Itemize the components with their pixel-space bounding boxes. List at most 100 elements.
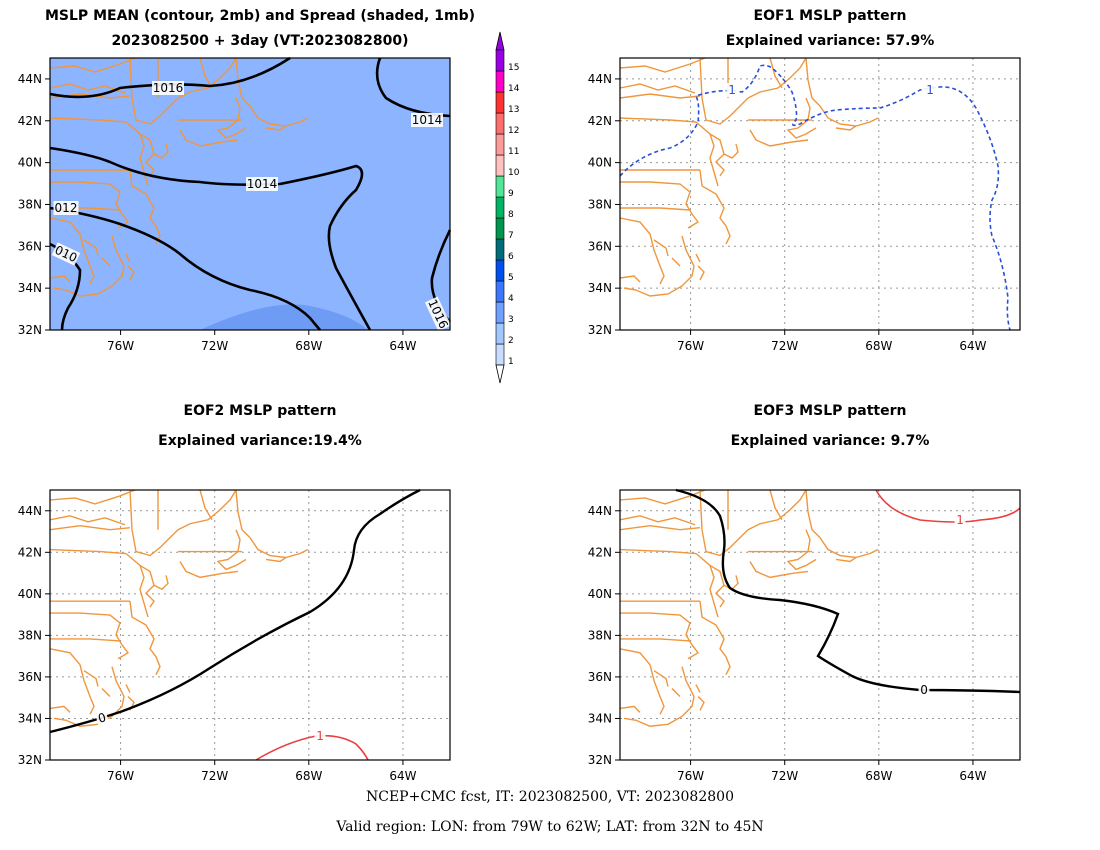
colorbar-segment <box>495 343 505 366</box>
coastline <box>177 489 237 531</box>
map-frame <box>49 57 451 331</box>
coastline <box>805 57 821 107</box>
lon-tick-label: 76W <box>677 339 704 353</box>
colorbar-top-arrow <box>495 31 505 51</box>
coastline <box>805 489 821 539</box>
spread-shading <box>50 58 450 330</box>
colorbar-label: 1 <box>508 357 514 367</box>
coastline <box>769 57 783 89</box>
coastline <box>699 57 749 125</box>
colorbar-label: 7 <box>508 231 514 241</box>
coastline <box>50 638 121 642</box>
contour-label-text: 1016 <box>153 81 184 95</box>
coastline <box>249 105 288 131</box>
contour-label-bg <box>424 296 452 332</box>
colorbar-segment <box>495 196 505 219</box>
contour-label-text: 1 <box>926 83 934 97</box>
contour-label-text: 1 <box>956 513 964 527</box>
coastline <box>619 93 701 99</box>
coastline <box>619 648 665 715</box>
contour-label-text: 1014 <box>412 113 443 127</box>
coastline <box>749 129 809 147</box>
coastline <box>653 239 669 257</box>
coastline <box>709 133 719 187</box>
panel2-title-line2: Explained variance: 57.9% <box>725 33 935 49</box>
coastline <box>819 537 858 563</box>
eof3-zero-contour <box>675 488 1021 694</box>
lat-tick-label: 42N <box>588 114 612 128</box>
lat-tick-label: 34N <box>588 711 612 725</box>
contour-label-bg <box>51 242 81 266</box>
colorbar-label: 14 <box>508 84 520 94</box>
contour-label-bg <box>954 513 966 527</box>
colorbar-label: 3 <box>508 315 514 325</box>
coastline <box>53 235 125 297</box>
lat-tick-label: 40N <box>588 587 612 601</box>
coastline <box>620 181 700 229</box>
coastline <box>235 57 251 107</box>
colorbar-segment <box>495 238 505 261</box>
colorbar-segment <box>495 175 505 198</box>
contour-label: 1 <box>314 729 326 743</box>
coastline <box>49 705 71 713</box>
coastline <box>619 217 665 285</box>
lat-tick-label: 44N <box>18 504 42 518</box>
contour-label-text: 012 <box>55 201 78 215</box>
lat-tick-label: 38N <box>18 628 42 642</box>
colorbar-label: 5 <box>508 273 514 283</box>
map-frame <box>619 489 1021 761</box>
mslp-contour <box>49 206 321 331</box>
coastline <box>49 275 71 283</box>
coastline <box>216 97 247 139</box>
coastline <box>153 143 169 159</box>
lat-tick-label: 42N <box>18 545 42 559</box>
lon-tick-label: 72W <box>771 769 798 783</box>
spread-high-region <box>200 304 368 330</box>
coastline <box>179 561 239 579</box>
contour-label-bg <box>152 81 184 95</box>
contour-label: 1 <box>924 83 936 97</box>
coastline <box>129 489 179 557</box>
contour-label-bg <box>94 709 110 727</box>
coastline <box>249 537 288 563</box>
panel4-title-line1: EOF3 MSLP pattern <box>753 403 907 419</box>
coastline <box>83 670 99 687</box>
contour-label-bg <box>411 113 443 127</box>
eof1-contour <box>619 64 1011 331</box>
lon-tick-label: 72W <box>201 769 228 783</box>
coastline <box>699 489 749 557</box>
coastline <box>786 97 817 139</box>
coastline <box>619 83 696 94</box>
contour-label-bg <box>918 683 930 697</box>
contour-label: 1014 <box>411 113 443 127</box>
coastline <box>619 275 641 283</box>
colorbar-label: 15 <box>508 63 519 73</box>
lat-tick-label: 34N <box>18 711 42 725</box>
lat-tick-label: 34N <box>18 281 42 295</box>
coastline <box>747 489 807 531</box>
coastline <box>695 253 701 263</box>
mslp-contour <box>49 146 372 331</box>
coastline <box>49 489 136 505</box>
panel2-title-line1: EOF1 MSLP pattern <box>753 8 907 24</box>
coastline <box>699 169 731 245</box>
lon-tick-label: 68W <box>295 339 322 353</box>
contour-label-bg <box>314 729 326 743</box>
lat-tick-label: 36N <box>18 670 42 684</box>
coastline <box>50 612 130 660</box>
colorbar-label: 12 <box>508 126 519 136</box>
lon-tick-label: 68W <box>865 769 892 783</box>
lat-tick-label: 40N <box>588 156 612 170</box>
colorbar-segment <box>495 217 505 240</box>
coastline <box>619 525 701 531</box>
coastline <box>697 265 705 281</box>
colorbar-bottom-arrow <box>495 364 505 384</box>
lon-tick-label: 64W <box>389 339 416 353</box>
coastline <box>199 57 213 89</box>
lat-tick-label: 40N <box>18 587 42 601</box>
coastline <box>695 121 725 177</box>
coastline <box>697 695 705 711</box>
colorbar-segment <box>495 259 505 282</box>
contour-label: 1 <box>954 513 966 527</box>
